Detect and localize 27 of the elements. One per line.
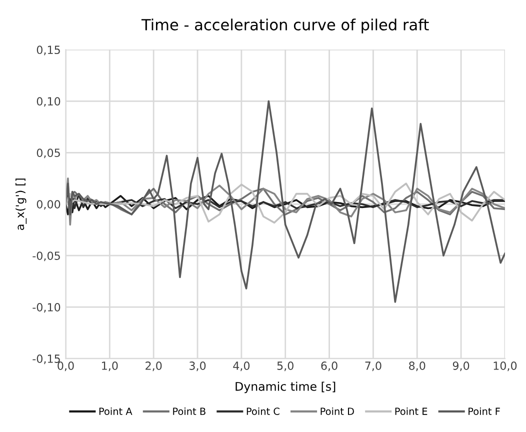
x-tick-label: 4,0 — [233, 362, 250, 372]
legend-label: Point F — [468, 407, 500, 415]
x-tick-label: 7,0 — [365, 362, 382, 372]
chart-title: Time - acceleration curve of piled raft — [141, 18, 429, 34]
x-tick-label: 5,0 — [277, 362, 294, 372]
y-tick-label: 0,05 — [36, 148, 60, 158]
y-axis-title: a_x('g') [] — [16, 178, 27, 230]
x-tick-label: 0,0 — [58, 362, 74, 372]
x-axis-title: Dynamic time [s] — [236, 382, 336, 394]
x-tick-label: 8,0 — [409, 362, 426, 372]
x-tick-label: 10,0 — [494, 362, 517, 372]
x-tick-label: 2,0 — [146, 362, 162, 372]
y-tick-label: 0,00 — [36, 200, 60, 210]
x-tick-label: 6,0 — [321, 362, 338, 372]
y-tick-label: -0,15 — [32, 354, 60, 364]
legend-label: Point A — [99, 407, 132, 415]
legend-label: Point B — [173, 407, 206, 415]
x-tick-label: 9,0 — [452, 362, 470, 372]
y-tick-label: 0,15 — [36, 46, 60, 56]
legend-label: Point E — [395, 407, 428, 415]
legend-label: Point C — [246, 407, 280, 415]
x-tick-label: 1,0 — [102, 362, 118, 372]
legend-label: Point D — [320, 407, 354, 415]
y-tick-label: -0,10 — [32, 303, 60, 313]
y-tick-label: -0,05 — [32, 252, 60, 262]
x-tick-label: 3,0 — [190, 362, 206, 372]
y-tick-label: 0,10 — [36, 97, 60, 107]
